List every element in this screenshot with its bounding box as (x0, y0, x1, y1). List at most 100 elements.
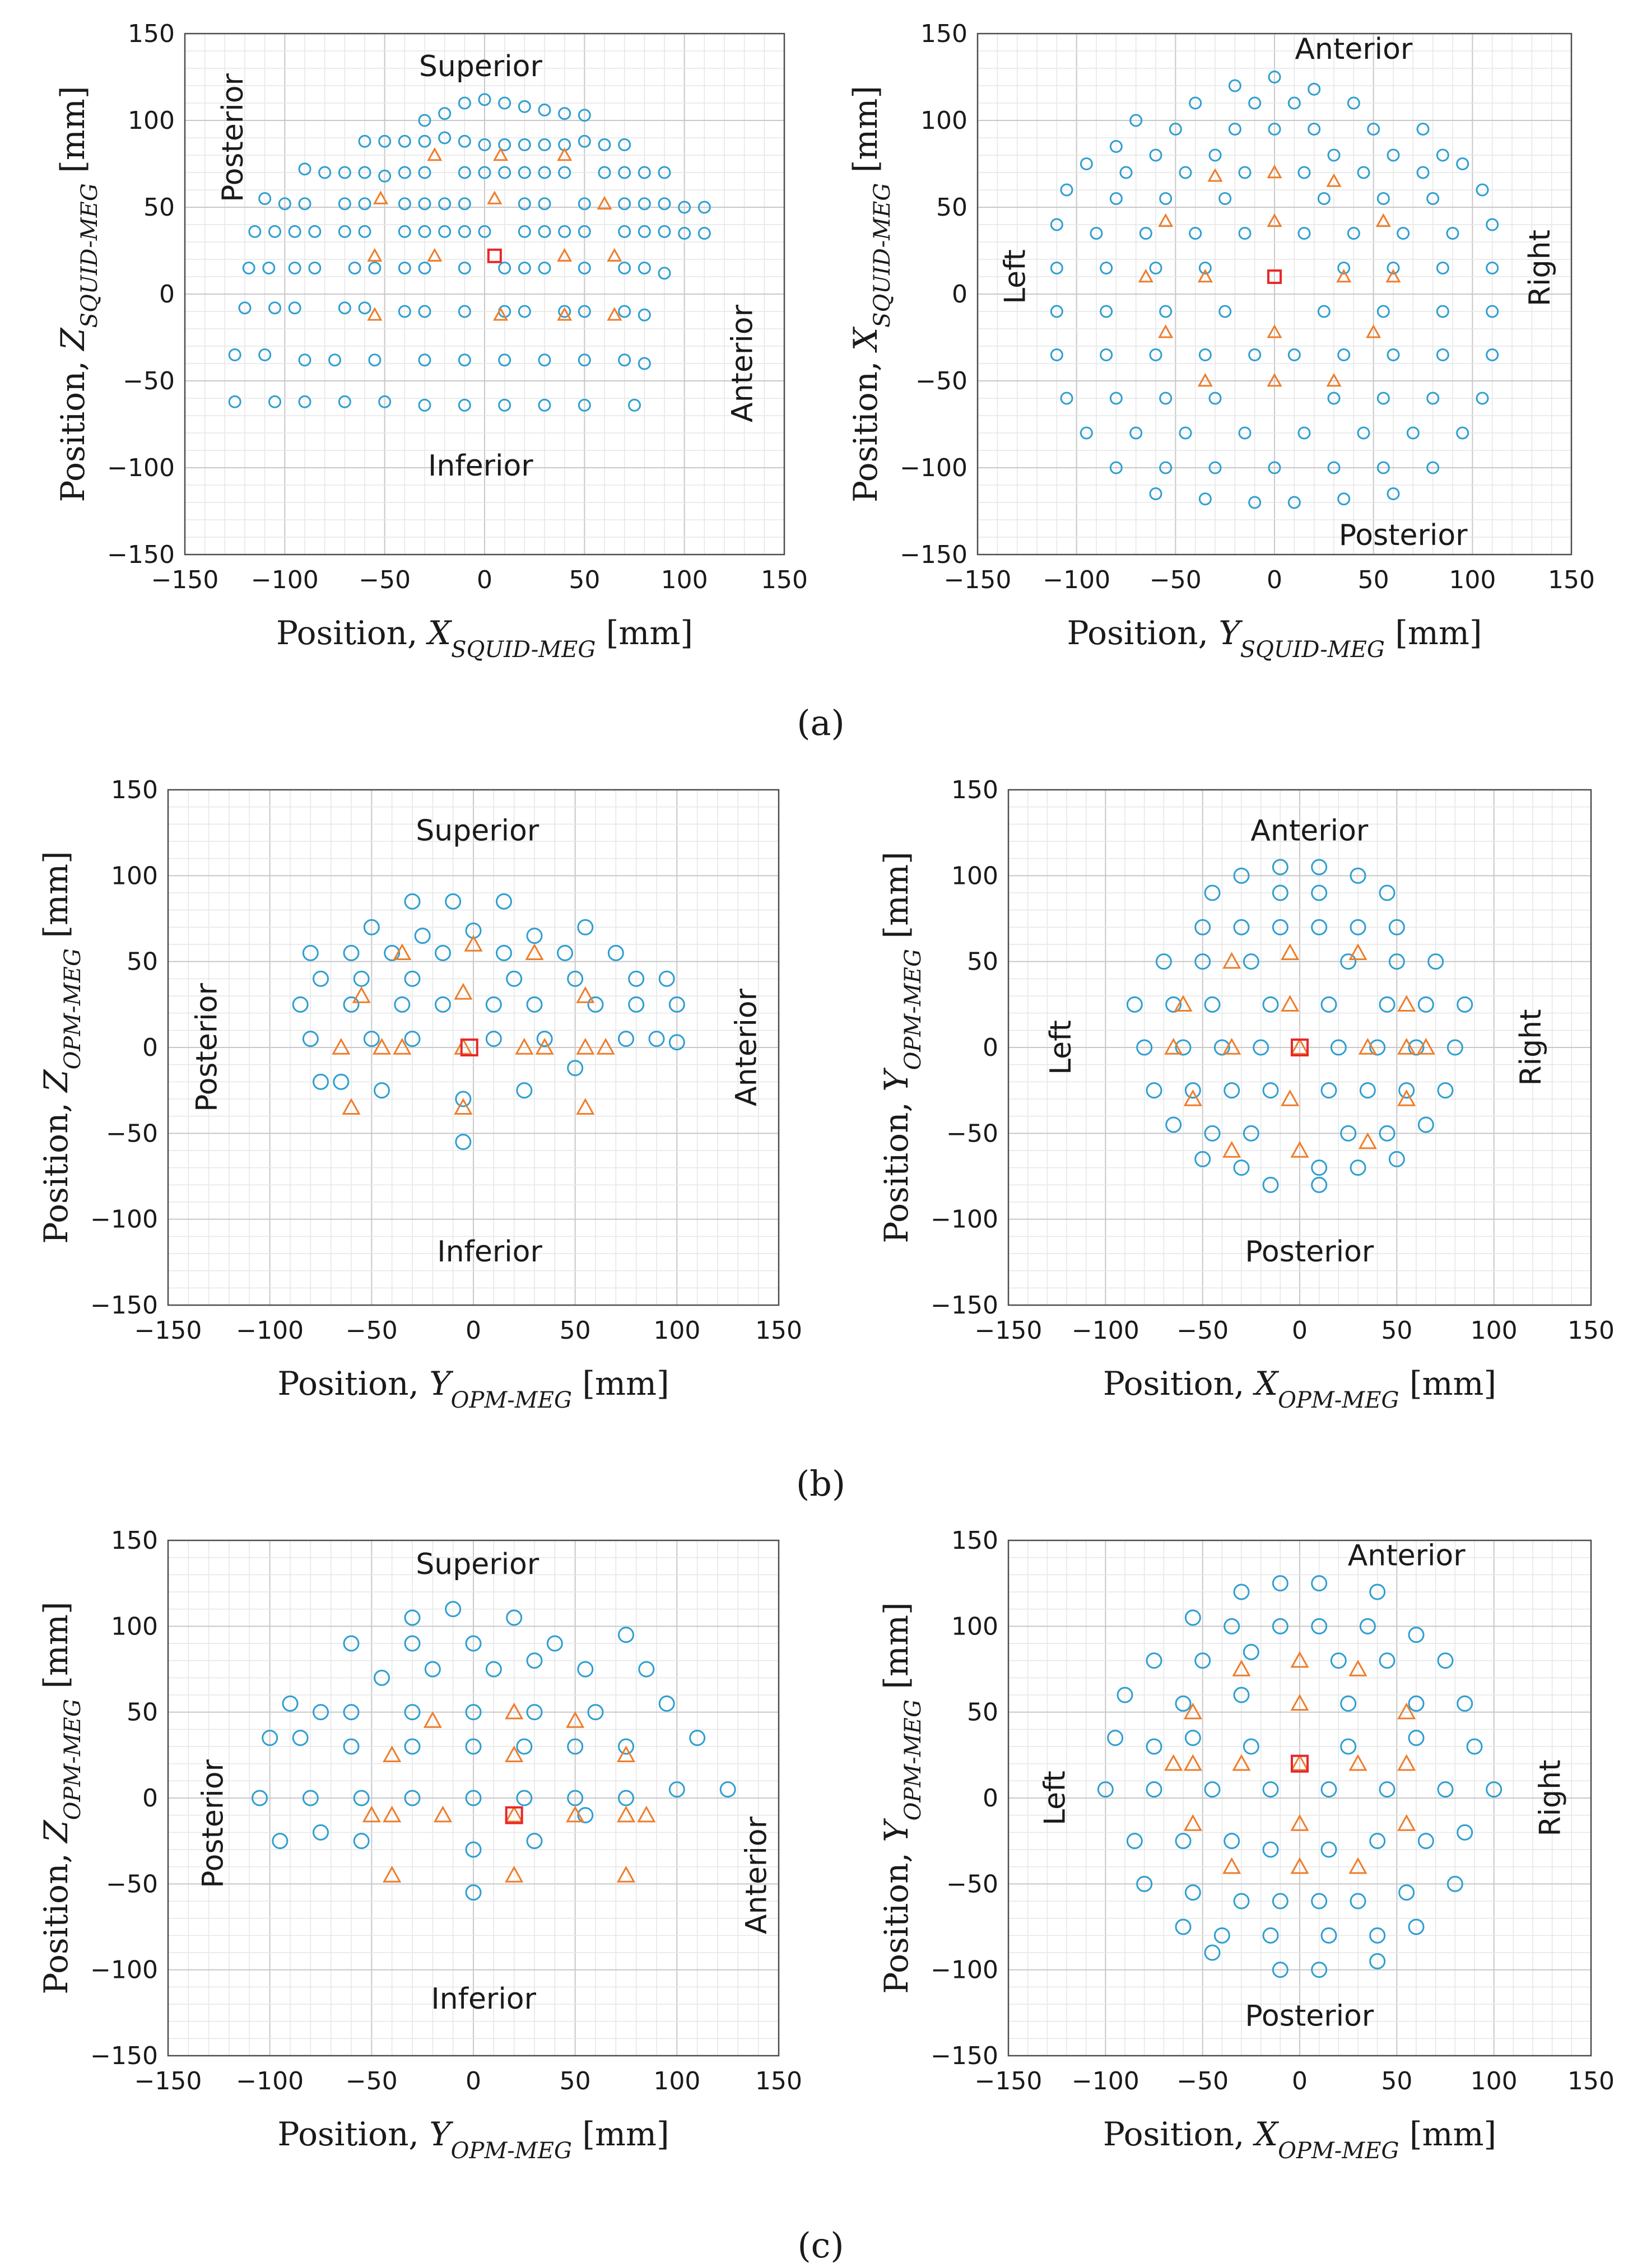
sensor-marker (1457, 996, 1473, 1013)
sensor-marker (1109, 192, 1123, 205)
sensor-marker (1406, 426, 1420, 440)
sensor-marker (1327, 148, 1341, 162)
x-tick-label: −50 (359, 566, 411, 594)
reference-marker (464, 934, 483, 952)
sensor-marker (1311, 1176, 1328, 1193)
sensor-marker (458, 262, 471, 274)
reference-marker (576, 1098, 595, 1115)
sensor-marker (506, 1609, 523, 1626)
reference-marker (1358, 1132, 1377, 1149)
reference-marker (1164, 1754, 1183, 1771)
sensor-marker (1233, 919, 1250, 935)
sensor-marker (1268, 461, 1281, 474)
sensor-marker (1109, 392, 1123, 405)
x-tick-label: 0 (466, 1316, 481, 1345)
sensor-marker (658, 166, 671, 179)
sensor-marker (1320, 1781, 1337, 1798)
sensor-marker (538, 197, 551, 211)
sensor-marker (268, 395, 281, 408)
region-label: Anterior (726, 304, 760, 422)
sensor-marker (1248, 96, 1262, 110)
sensor-marker (658, 197, 671, 211)
sensor-marker (1330, 1652, 1347, 1669)
sensor-marker (498, 353, 511, 367)
y-tick-label: −150 (900, 541, 967, 569)
y-tick-label: −100 (107, 454, 175, 482)
sensor-marker (1340, 1695, 1357, 1712)
sensor-marker (1175, 1039, 1192, 1056)
y-tick-label: 50 (967, 1698, 998, 1727)
y-tick-label: 0 (142, 1784, 158, 1813)
sensor-marker (697, 227, 711, 240)
reference-marker (637, 1805, 656, 1823)
sensor-marker (1204, 884, 1221, 901)
sensor-marker (1272, 1962, 1289, 1978)
plot-frame (167, 789, 780, 1306)
sensor-marker (1136, 1875, 1153, 1892)
sensor-marker (1297, 227, 1311, 240)
sensor-marker (578, 197, 591, 211)
sensor-marker (1189, 96, 1202, 110)
sensor-marker (238, 301, 252, 315)
sensor-marker (1272, 884, 1289, 901)
sensor-marker (1100, 305, 1113, 318)
sensor-marker (1155, 953, 1172, 970)
sensor-marker (1184, 1609, 1201, 1626)
x-tick-label: −100 (251, 566, 319, 594)
region-label: Anterior (1250, 814, 1369, 848)
sensor-marker (1179, 166, 1192, 179)
reference-marker (1416, 1037, 1435, 1055)
sensor-marker (557, 944, 573, 961)
sensor-marker (1129, 426, 1143, 440)
sensor-marker (538, 166, 551, 179)
sensor-marker (343, 1738, 360, 1755)
sensor-marker (1486, 305, 1499, 318)
reference-marker (362, 1805, 381, 1823)
sensor-marker (1311, 1618, 1328, 1634)
sensor-marker (1213, 1039, 1230, 1056)
sensor-marker (1165, 1116, 1182, 1133)
sensor-marker (458, 96, 471, 110)
series-references (332, 934, 615, 1115)
sensor-marker (496, 944, 512, 961)
sensor-marker (1204, 1944, 1221, 1961)
reference-marker (505, 1805, 524, 1823)
sensor-marker (1456, 426, 1469, 440)
sensor-marker (1337, 492, 1351, 506)
sensor-marker (353, 970, 370, 987)
sensor-marker (1347, 227, 1360, 240)
origin-marker (505, 1806, 523, 1824)
sensor-marker (478, 138, 491, 151)
sensor-marker (358, 197, 371, 211)
sensor-marker (485, 996, 502, 1013)
sensor-marker (1213, 1927, 1230, 1944)
sensor-marker (1320, 1927, 1337, 1944)
sensor-marker (538, 138, 551, 151)
sensor-marker (1369, 1584, 1386, 1600)
sensor-marker (1320, 1841, 1337, 1858)
reference-marker (1366, 324, 1381, 338)
sensor-marker (1436, 148, 1449, 162)
sensor-marker (1376, 305, 1390, 318)
sensor-marker (496, 893, 512, 910)
region-label: Posterior (216, 73, 250, 202)
sensor-marker (1408, 1039, 1425, 1056)
sensor-marker (1233, 1687, 1250, 1703)
sensor-marker (538, 262, 551, 274)
sensor-marker (578, 109, 591, 122)
sensor-marker (278, 197, 291, 211)
sensor-marker (1194, 919, 1211, 935)
sensor-marker (526, 1652, 543, 1669)
sensor-marker (1369, 1953, 1386, 1969)
sensor-marker (638, 225, 651, 238)
reference-marker (1397, 1814, 1416, 1831)
sensor-marker (1397, 227, 1410, 240)
region-label: Superior (419, 50, 543, 83)
reference-marker (1138, 268, 1153, 283)
sensor-marker (272, 1833, 289, 1850)
sensor-marker (445, 1601, 462, 1618)
sensor-marker (1139, 227, 1152, 240)
sensor-marker (1317, 305, 1331, 318)
x-tick-label: 150 (1548, 566, 1595, 594)
sensor-marker (1327, 461, 1341, 474)
